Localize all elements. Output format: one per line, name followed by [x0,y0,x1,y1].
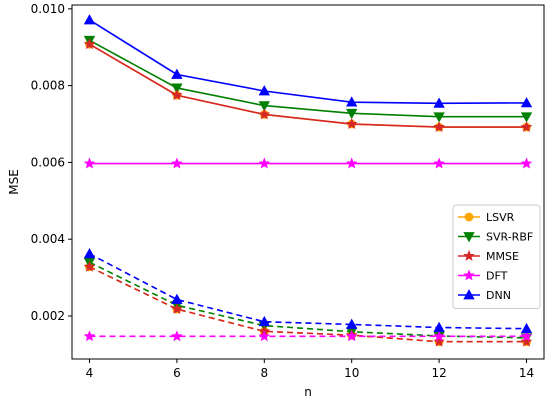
plot-frame [71,4,545,360]
legend-swatch-marker [464,212,474,222]
legend-item-dft: DFT [458,269,508,283]
data-point [520,322,533,334]
y-tick-label: 0.006 [31,155,65,169]
data-point [258,101,270,112]
data-point [520,157,533,169]
legend-item-lsvr: LSVR [458,211,515,224]
legend: LSVR SVR-RBF MMSE DFT DNN [452,204,541,309]
data-point [346,318,358,329]
x-tick-label: 12 [431,366,446,380]
axes-layer: 4 6 8 10 12 14 0.002 0.004 0.006 0.008 0.010 [31,2,535,380]
y-axis-label: MSE [7,169,21,195]
data-point [520,121,533,133]
data-point [171,330,183,342]
x-tick-label: 10 [344,366,359,380]
data-point [345,330,358,342]
legend-swatch-marker [463,232,475,243]
series-line [89,266,527,343]
data-point [171,303,183,314]
data-point [171,68,183,79]
legend-label: DFT [486,270,508,283]
data-point [258,108,271,120]
y-tick-label: 0.002 [31,309,65,323]
data-point [433,97,445,108]
data-point [83,247,96,259]
series-line [89,253,527,330]
data-point [520,330,533,342]
series-dashed-8 [83,330,533,342]
data-point [433,335,445,347]
legend-label: SVR-RBF [486,231,533,244]
series-dnn [83,14,533,108]
data-point [433,321,445,332]
legend-label: MMSE [486,250,519,263]
data-point [83,260,96,272]
y-tick-label: 0.004 [31,232,65,246]
x-tick-label: 8 [260,366,268,380]
x-tick-label: 6 [173,366,181,380]
legend-label: DNN [486,289,511,302]
legend-swatch-marker [463,289,475,300]
series-line [89,261,527,339]
data-point [433,157,445,169]
series-dft [83,157,533,169]
legend-box [452,204,541,309]
data-point [258,330,271,342]
x-tick-label: 14 [519,366,534,380]
data-point [83,14,96,25]
data-point [346,96,358,107]
legend-swatch-marker [463,269,475,281]
data-point [258,315,270,327]
series-layer [83,14,533,347]
data-point [520,97,533,108]
data-point [345,117,358,129]
data-point [258,85,270,96]
data-point [83,157,96,169]
series-line [89,19,527,105]
data-point [258,157,271,169]
data-point [433,330,445,342]
series-dashed-9 [83,247,533,334]
legend-swatch-marker [463,249,475,261]
data-point [171,157,183,169]
legend-item-dnn: DNN [458,289,511,302]
data-point [171,89,183,101]
legend-item-mmse: MMSE [458,249,519,263]
x-tick-label: 4 [86,366,94,380]
data-point [345,157,358,169]
legend-label: LSVR [486,211,515,224]
data-point [520,112,533,123]
data-point [520,335,533,347]
x-axis-label: n [304,385,312,399]
data-point [171,83,183,94]
series-line [89,39,527,118]
data-point [83,38,96,50]
y-tick-label: 0.008 [31,79,65,93]
data-point [83,330,96,342]
legend-item-svr-rbf: SVR-RBF [458,231,533,244]
data-point [433,121,445,133]
data-point [346,108,358,120]
series-mmse [83,38,533,133]
y-tick-label: 0.010 [31,2,65,16]
series-line [89,43,527,128]
data-point [433,112,445,123]
data-point [171,293,183,304]
